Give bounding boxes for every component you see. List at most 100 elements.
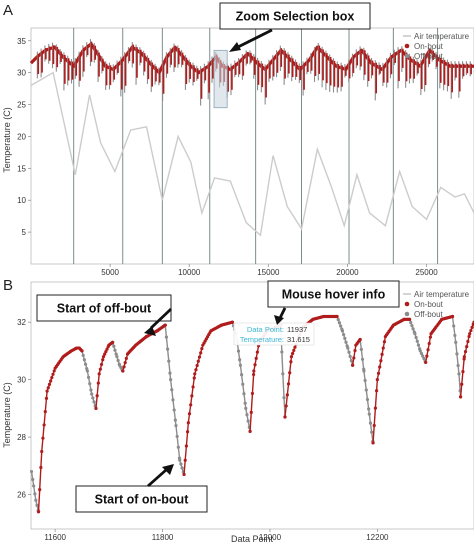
on-bout-point[interactable] (186, 421, 190, 425)
off-bout-point[interactable] (238, 363, 243, 367)
on-bout-point[interactable] (191, 385, 195, 389)
on-bout-point[interactable] (49, 379, 53, 383)
on-bout-point[interactable] (42, 423, 46, 427)
on-bout-point[interactable] (189, 403, 193, 407)
off-bout-point[interactable] (82, 358, 86, 362)
on-bout-point[interactable] (289, 355, 294, 359)
on-bout-point[interactable] (194, 368, 198, 372)
off-bout-point[interactable] (452, 324, 456, 328)
on-bout-point[interactable] (39, 465, 43, 470)
off-bout-point[interactable] (241, 382, 245, 386)
on-bout-point[interactable] (199, 351, 203, 355)
off-bout-point[interactable] (178, 458, 182, 462)
on-bout-point[interactable] (450, 314, 455, 319)
off-bout-point[interactable] (114, 352, 118, 356)
off-bout-point[interactable] (171, 398, 175, 402)
off-bout-point[interactable] (368, 421, 373, 425)
on-bout-point[interactable] (46, 386, 50, 390)
on-bout-point[interactable] (462, 357, 466, 361)
on-bout-point[interactable] (51, 372, 55, 376)
off-bout-point[interactable] (90, 392, 94, 396)
on-bout-point[interactable] (352, 356, 356, 360)
off-bout-point[interactable] (280, 350, 284, 354)
on-bout-point[interactable] (94, 406, 98, 410)
off-bout-point[interactable] (349, 359, 353, 363)
off-bout-point[interactable] (346, 346, 350, 350)
on-bout-point[interactable] (101, 358, 105, 362)
on-bout-point[interactable] (461, 370, 465, 374)
off-bout-point[interactable] (419, 351, 424, 356)
on-bout-point[interactable] (230, 320, 234, 324)
off-bout-point[interactable] (89, 388, 93, 392)
on-bout-point[interactable] (378, 365, 382, 369)
on-bout-point[interactable] (41, 436, 45, 440)
on-bout-point[interactable] (252, 369, 256, 373)
off-bout-point[interactable] (362, 369, 366, 373)
on-bout-point[interactable] (469, 328, 473, 333)
on-bout-point[interactable] (353, 348, 357, 353)
on-bout-point[interactable] (372, 423, 376, 428)
on-bout-point[interactable] (465, 344, 469, 349)
off-bout-point[interactable] (348, 354, 352, 359)
off-bout-point[interactable] (418, 349, 422, 353)
off-bout-point[interactable] (173, 418, 177, 422)
off-bout-point[interactable] (457, 372, 461, 376)
on-bout-point[interactable] (293, 345, 297, 349)
off-bout-point[interactable] (35, 503, 39, 507)
off-bout-point[interactable] (413, 332, 417, 336)
on-bout-point[interactable] (286, 382, 291, 386)
on-bout-point[interactable] (40, 449, 44, 454)
off-bout-point[interactable] (83, 362, 88, 366)
on-bout-point[interactable] (254, 356, 258, 360)
off-bout-point[interactable] (174, 424, 178, 428)
off-bout-point[interactable] (112, 344, 116, 348)
on-bout-point[interactable] (192, 376, 196, 380)
on-bout-point[interactable] (284, 404, 288, 408)
on-bout-point[interactable] (375, 378, 379, 382)
on-bout-point[interactable] (253, 363, 257, 367)
off-bout-point[interactable] (91, 396, 95, 400)
off-bout-point[interactable] (342, 333, 346, 337)
off-bout-point[interactable] (340, 329, 345, 333)
on-bout-point[interactable] (45, 389, 49, 393)
off-bout-point[interactable] (456, 363, 460, 368)
off-bout-point[interactable] (243, 401, 247, 405)
off-bout-point[interactable] (85, 369, 89, 373)
off-bout-point[interactable] (167, 359, 171, 363)
on-bout-point[interactable] (462, 355, 466, 359)
on-bout-point[interactable] (427, 341, 431, 346)
on-bout-point[interactable] (428, 335, 432, 339)
off-bout-point[interactable] (180, 466, 184, 470)
off-bout-point[interactable] (169, 378, 173, 382)
off-bout-point[interactable] (415, 339, 419, 343)
on-bout-point[interactable] (382, 340, 387, 344)
on-bout-point[interactable] (424, 360, 428, 365)
off-bout-point[interactable] (453, 333, 457, 338)
off-bout-point[interactable] (166, 347, 170, 351)
on-bout-point[interactable] (104, 350, 108, 354)
on-bout-point[interactable] (111, 340, 115, 344)
on-bout-point[interactable] (249, 410, 253, 414)
on-bout-point[interactable] (407, 317, 412, 321)
on-bout-point[interactable] (379, 359, 383, 363)
on-bout-point[interactable] (374, 389, 379, 393)
zoom-selection-box[interactable] (213, 49, 228, 109)
off-bout-point[interactable] (347, 350, 351, 354)
off-bout-point[interactable] (339, 324, 343, 328)
on-bout-point[interactable] (467, 334, 471, 339)
on-bout-point[interactable] (373, 406, 378, 410)
on-bout-point[interactable] (468, 332, 472, 336)
off-bout-point[interactable] (416, 343, 421, 347)
off-bout-point[interactable] (421, 354, 425, 358)
on-bout-point[interactable] (292, 348, 296, 352)
on-bout-point[interactable] (97, 372, 101, 376)
off-bout-point[interactable] (34, 498, 38, 502)
off-bout-point[interactable] (370, 430, 374, 434)
off-bout-point[interactable] (239, 373, 244, 377)
off-bout-point[interactable] (455, 352, 459, 356)
on-bout-point[interactable] (193, 372, 197, 376)
off-bout-point[interactable] (88, 382, 92, 386)
off-bout-point[interactable] (281, 372, 285, 376)
off-bout-point[interactable] (81, 353, 85, 357)
off-bout-point[interactable] (92, 400, 96, 404)
